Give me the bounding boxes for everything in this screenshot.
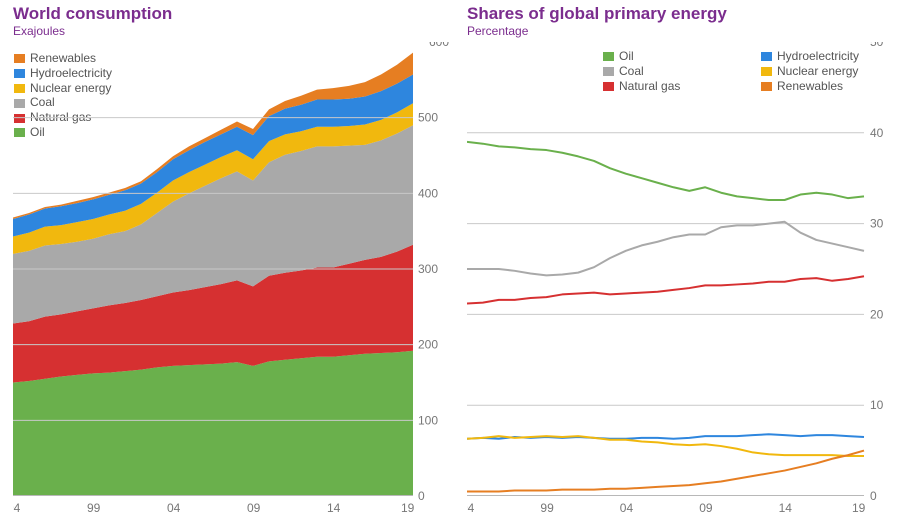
svg-text:14: 14 xyxy=(779,501,793,515)
svg-text:99: 99 xyxy=(540,501,554,515)
svg-text:09: 09 xyxy=(247,501,261,515)
svg-text:10: 10 xyxy=(870,398,884,412)
right-chart-title: Shares of global primary energy xyxy=(467,4,727,24)
svg-text:20: 20 xyxy=(870,307,884,321)
svg-text:40: 40 xyxy=(870,126,884,140)
svg-text:09: 09 xyxy=(699,501,713,515)
svg-text:14: 14 xyxy=(327,501,341,515)
svg-text:600: 600 xyxy=(429,42,449,49)
svg-text:19: 19 xyxy=(401,501,415,515)
svg-text:0: 0 xyxy=(870,489,877,503)
svg-text:300: 300 xyxy=(418,262,438,276)
svg-text:94: 94 xyxy=(467,501,475,515)
svg-text:30: 30 xyxy=(870,217,884,231)
svg-text:99: 99 xyxy=(87,501,101,515)
svg-text:400: 400 xyxy=(418,186,438,200)
charts-wrap: World consumption Exajoules Shares of gl… xyxy=(0,0,900,518)
right-chart-plot: 0 10 20 30 40 50 94 99 04 09 14 19 xyxy=(467,42,896,518)
svg-text:04: 04 xyxy=(167,501,181,515)
svg-text:0: 0 xyxy=(418,489,425,503)
left-chart-title: World consumption xyxy=(13,4,172,24)
svg-text:94: 94 xyxy=(13,501,21,515)
left-chart-subtitle: Exajoules xyxy=(13,24,65,38)
svg-text:500: 500 xyxy=(418,111,438,125)
svg-text:200: 200 xyxy=(418,338,438,352)
right-chart-subtitle: Percentage xyxy=(467,24,528,38)
svg-text:19: 19 xyxy=(852,501,866,515)
svg-text:04: 04 xyxy=(620,501,634,515)
svg-text:50: 50 xyxy=(870,42,884,49)
svg-text:100: 100 xyxy=(418,413,438,427)
left-chart-plot: 0 100 200 300 400 500 600 94 99 04 09 14 19 xyxy=(13,42,453,518)
